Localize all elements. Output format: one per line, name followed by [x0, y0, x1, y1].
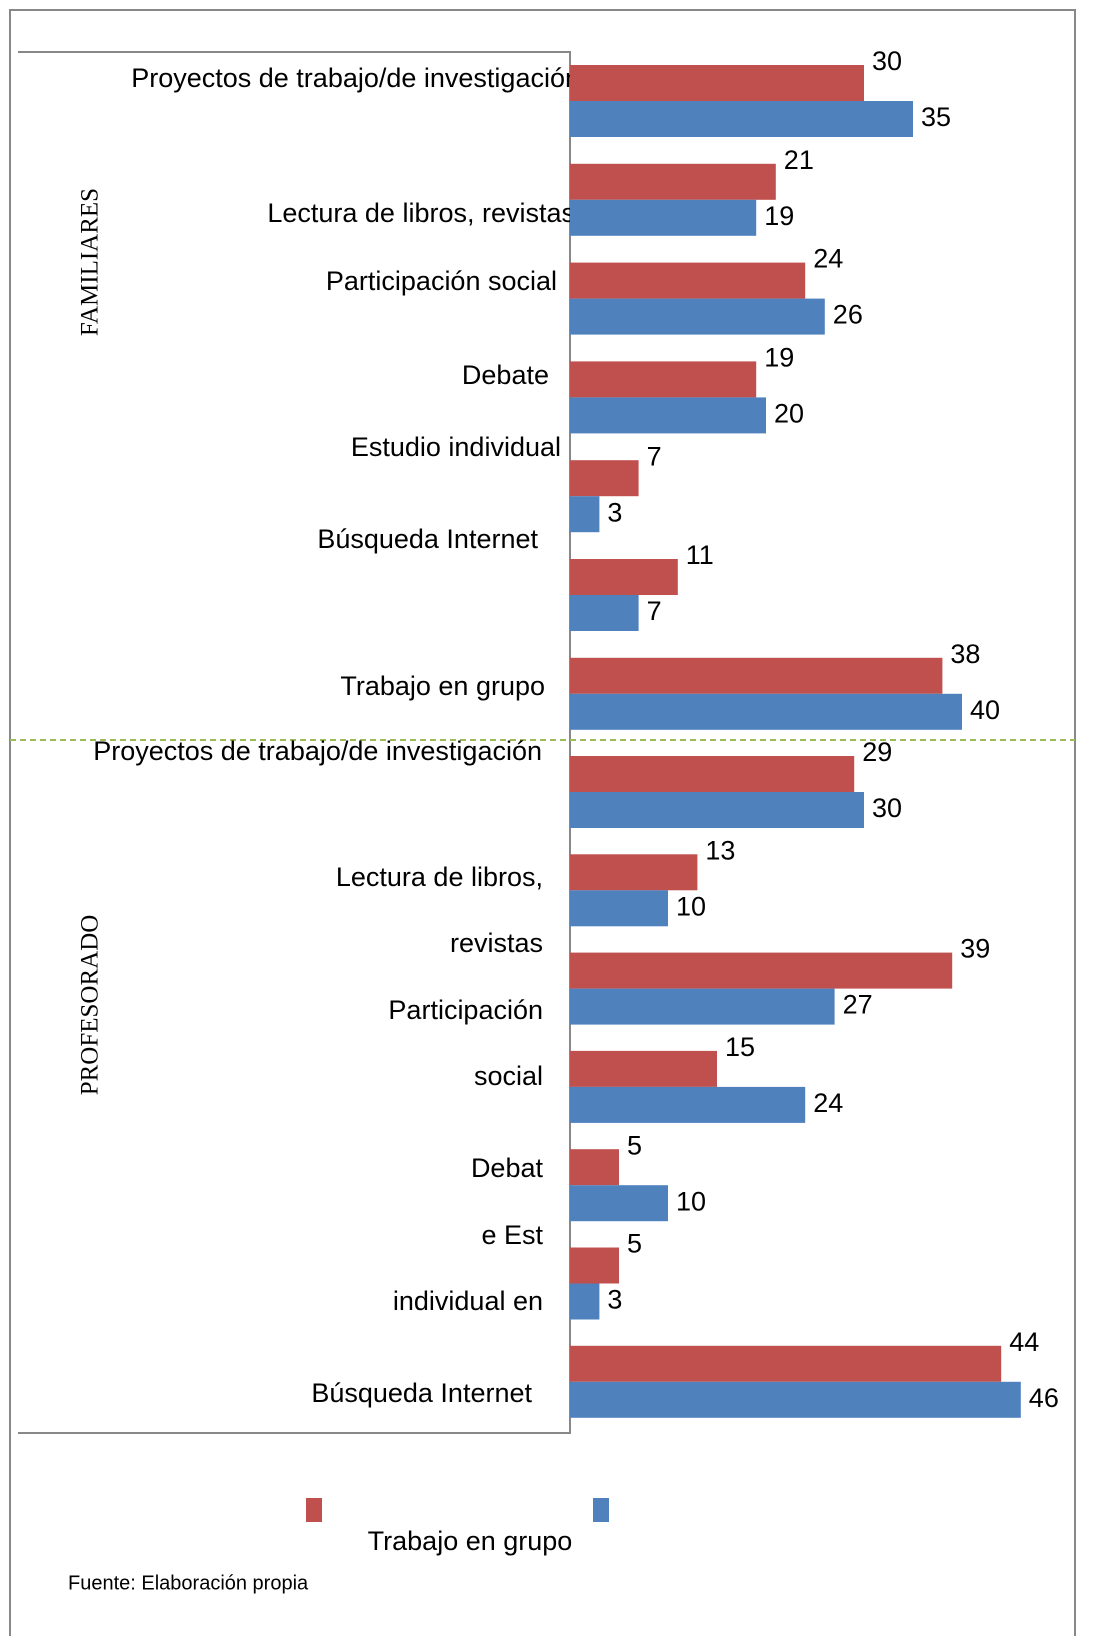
- category-label: Búsqueda Internet: [311, 1378, 532, 1408]
- bar: [570, 595, 639, 631]
- bar: [570, 756, 855, 792]
- category-label: Trabajo en grupo: [340, 671, 545, 701]
- bar: [570, 988, 835, 1025]
- bar: [570, 199, 757, 236]
- group-label: FAMILIARES: [77, 188, 104, 336]
- legend-swatch: [593, 1498, 609, 1522]
- bar: [570, 1185, 668, 1222]
- data-label: 24: [813, 244, 843, 274]
- data-label: 21: [784, 145, 814, 175]
- category-label: Participación social: [326, 266, 557, 296]
- category-label: Debate: [462, 360, 549, 390]
- data-label: 40: [970, 695, 1000, 725]
- category-label: Participación: [388, 995, 543, 1025]
- data-label: 44: [1009, 1327, 1039, 1357]
- category-label: Debat: [471, 1153, 544, 1183]
- category-label: Proyectos de trabajo/de investigación: [131, 63, 580, 93]
- data-label: 19: [764, 201, 794, 231]
- bar: [570, 854, 698, 891]
- bar: [570, 559, 678, 595]
- category-label: e Est: [481, 1220, 543, 1250]
- category-label: Búsqueda Internet: [317, 524, 538, 554]
- data-label: 11: [686, 540, 714, 570]
- group-label: PROFESORADO: [77, 915, 104, 1096]
- bar: [570, 397, 766, 434]
- data-label: 27: [843, 990, 873, 1020]
- bar: [570, 693, 962, 730]
- category-label: Proyectos de trabajo/de investigación: [93, 736, 542, 766]
- data-label: 46: [1029, 1383, 1059, 1413]
- data-label: 3: [607, 1285, 622, 1315]
- data-label: 38: [950, 639, 980, 669]
- bar: [570, 657, 943, 694]
- data-label: 39: [960, 934, 990, 964]
- data-label: 20: [774, 399, 804, 429]
- data-label: 3: [607, 497, 622, 527]
- bar: [570, 792, 864, 828]
- bar: [570, 163, 776, 200]
- data-label: 19: [764, 343, 794, 373]
- data-label: 30: [872, 46, 902, 76]
- bar: [570, 361, 757, 398]
- category-label: social: [474, 1061, 543, 1091]
- category-label: Lectura de libros,: [336, 862, 543, 892]
- bar: [570, 1381, 1021, 1418]
- category-label: revistas: [450, 928, 543, 958]
- data-label: 7: [647, 441, 662, 471]
- data-label: 26: [833, 300, 863, 330]
- bar: [570, 101, 913, 137]
- category-label: Trabajo en grupo: [368, 1526, 573, 1556]
- bar: [570, 262, 806, 299]
- bar: [570, 952, 953, 989]
- data-label: 10: [676, 1186, 706, 1216]
- data-label: 10: [676, 891, 706, 921]
- category-label: individual en: [393, 1286, 543, 1316]
- data-label: 7: [647, 596, 662, 626]
- data-label: 5: [627, 1229, 642, 1259]
- data-label: 35: [921, 102, 951, 132]
- bar: [570, 298, 825, 335]
- bar: [570, 65, 864, 101]
- category-label: Estudio individual: [351, 432, 561, 462]
- bar: [570, 1283, 600, 1320]
- data-label: 5: [627, 1130, 642, 1160]
- category-label: Lectura de libros, revistas: [267, 198, 575, 228]
- bar: [570, 1050, 717, 1087]
- bar: [570, 496, 600, 533]
- frame: [9, 9, 1076, 1641]
- legend-swatch: [306, 1498, 322, 1522]
- bar: [570, 890, 668, 927]
- data-label: 13: [705, 835, 735, 865]
- data-label: 24: [813, 1088, 843, 1118]
- bar: [570, 1345, 1002, 1382]
- plot-border: [18, 51, 571, 1434]
- data-label: 15: [725, 1032, 755, 1062]
- bar: [570, 1086, 806, 1123]
- data-label: 29: [862, 737, 892, 767]
- bar: [570, 1149, 619, 1186]
- data-label: 30: [872, 793, 902, 823]
- bar: [570, 460, 639, 497]
- source-note: Fuente: Elaboración propia: [68, 1572, 309, 1594]
- bar: [570, 1247, 619, 1284]
